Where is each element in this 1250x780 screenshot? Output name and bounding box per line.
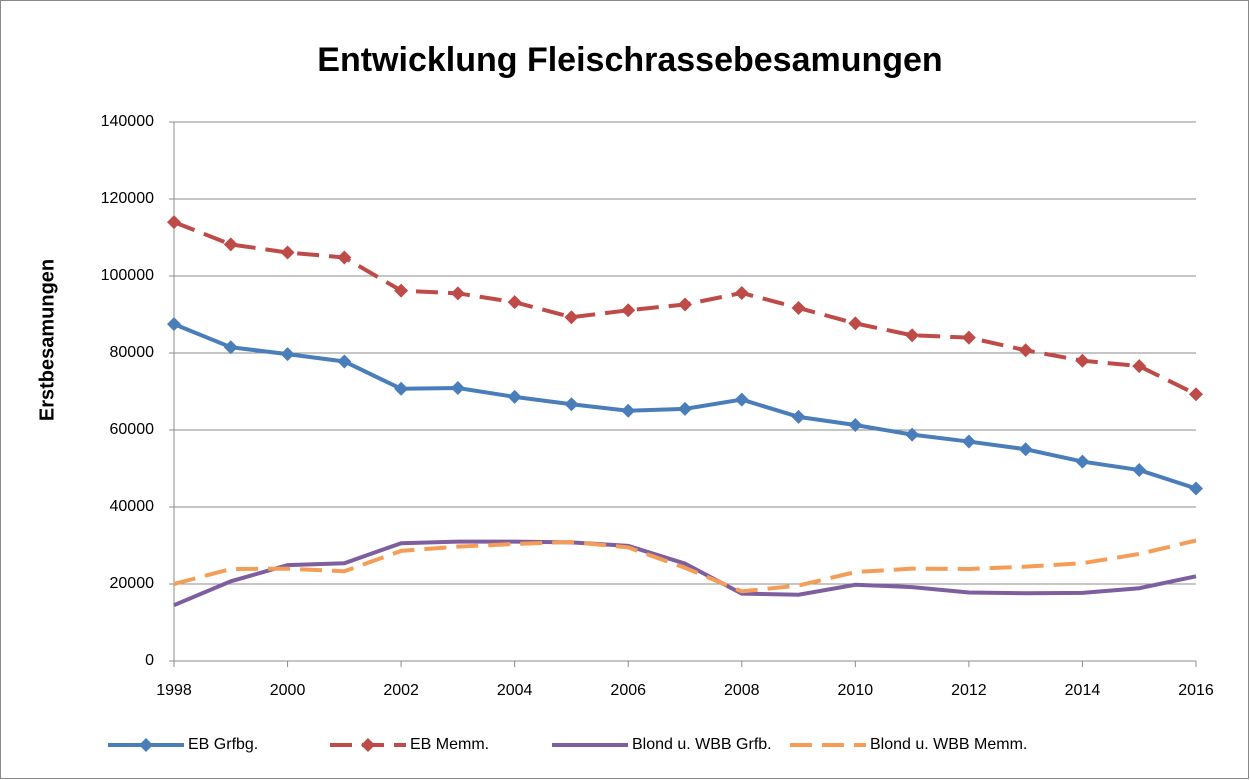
legend-label: EB Grfbg. [188,736,258,753]
point-marker [734,285,749,300]
point-marker [223,340,238,355]
point-marker [791,300,806,315]
point-marker [167,317,181,332]
chart-title: Entwicklung Fleischrassebesamungen [317,41,942,79]
x-tick-label: 2014 [1065,682,1101,699]
point-marker [678,297,692,312]
point-marker [450,286,465,301]
y-tick-label: 120000 [101,190,154,207]
point-marker [280,245,295,260]
point-marker [791,409,806,424]
point-marker [1189,387,1203,402]
legend-marker [139,738,153,752]
x-tick-label: 2006 [610,682,646,699]
y-tick-label: 40000 [110,498,155,515]
point-marker [337,354,352,369]
point-marker [507,389,522,404]
x-tick-label: 2008 [724,682,760,699]
x-tick-label: 2010 [838,682,874,699]
point-marker [507,295,522,310]
point-marker [394,283,409,298]
point-marker [1018,343,1033,358]
point-marker [1132,463,1147,478]
x-tick-label: 1998 [156,682,192,699]
point-marker [678,401,692,416]
point-marker [564,310,579,325]
y-tick-label: 60000 [110,421,155,438]
legend-label: Blond u. WBB Memm. [870,736,1027,753]
point-marker [1132,359,1147,374]
x-tick-label: 2000 [270,682,306,699]
point-marker [1075,454,1090,469]
x-tick-label: 2004 [497,682,533,699]
point-marker [394,381,409,396]
point-marker [848,417,863,432]
point-marker [1075,353,1090,368]
point-marker [167,215,181,230]
point-marker [337,250,352,265]
legend-label: Blond u. WBB Grfb. [632,736,772,753]
point-marker [450,381,465,396]
point-marker [1189,481,1203,496]
y-axis-title: Erstbesamungen [36,259,58,421]
point-marker [621,303,636,318]
x-tick-label: 2016 [1178,682,1214,699]
point-marker [280,347,295,362]
series-line [173,538,1197,594]
point-marker [734,392,749,407]
y-tick-label: 140000 [101,113,154,130]
y-tick-label: 80000 [110,344,155,361]
legend-label: EB Memm. [410,736,489,753]
x-tick-label: 2002 [383,682,419,699]
point-marker [961,434,976,449]
series-line [173,539,1197,608]
point-marker [961,330,976,345]
point-marker [905,427,920,442]
y-tick-label: 100000 [101,267,154,284]
y-tick-label: 20000 [110,575,155,592]
point-marker [848,316,863,331]
point-marker [621,403,636,418]
point-marker [1018,442,1033,457]
x-tick-label: 2012 [951,682,987,699]
point-marker [564,397,579,412]
y-tick-label: 0 [145,652,154,669]
legend-marker [361,738,375,752]
point-marker [905,328,920,343]
point-marker [223,237,238,252]
